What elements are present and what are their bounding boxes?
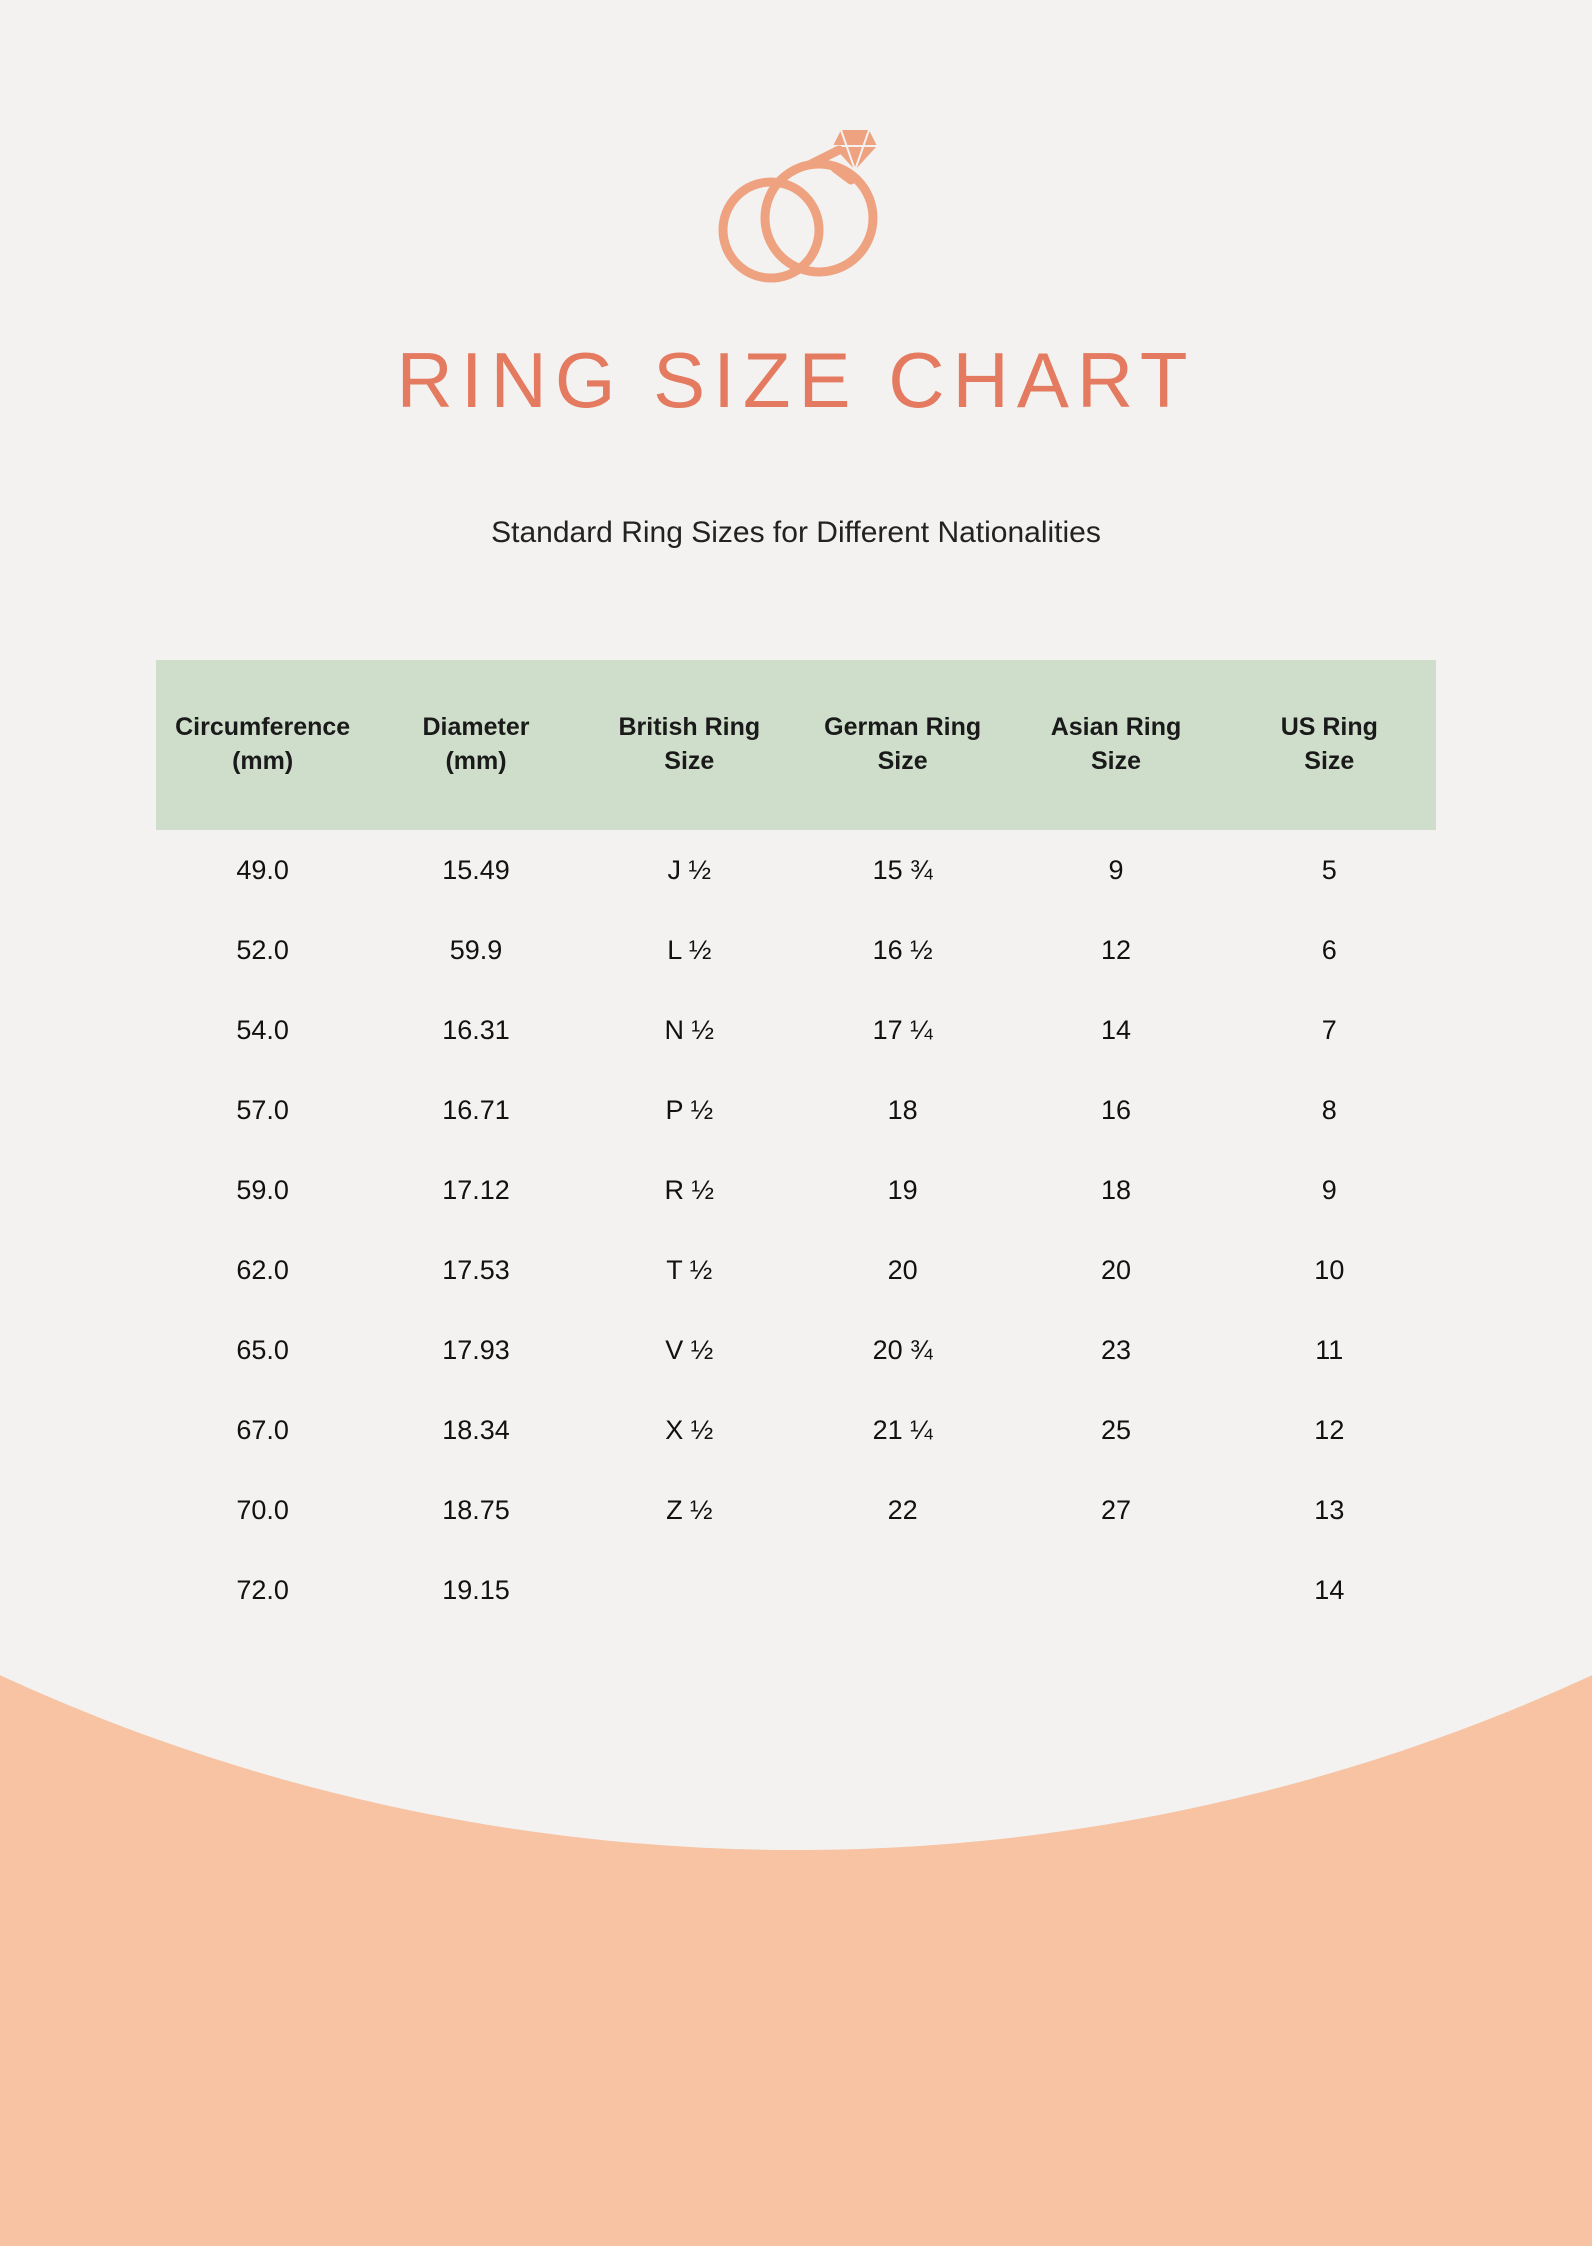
page: RING SIZE CHART Standard Ring Sizes for … [0, 0, 1592, 2246]
table-cell: 18 [1009, 1150, 1222, 1230]
table-cell: 19.15 [369, 1550, 582, 1630]
table-row: 72.019.15 14 [156, 1550, 1436, 1630]
table-cell: 5 [1223, 830, 1436, 910]
table-cell: Z ½ [583, 1470, 796, 1550]
table-cell: L ½ [583, 910, 796, 990]
table-cell: 25 [1009, 1390, 1222, 1470]
table-cell: 27 [1009, 1470, 1222, 1550]
table-cell: 8 [1223, 1070, 1436, 1150]
table-row: 67.018.34X ½21 ¼2512 [156, 1390, 1436, 1470]
page-title: RING SIZE CHART [0, 335, 1592, 426]
table-cell: 59.9 [369, 910, 582, 990]
table-cell: 72.0 [156, 1550, 369, 1630]
table-cell: 18.34 [369, 1390, 582, 1470]
column-header: US RingSize [1223, 660, 1436, 830]
table-row: 57.016.71P ½18168 [156, 1070, 1436, 1150]
table-row: 59.017.12R ½19189 [156, 1150, 1436, 1230]
table-cell: 59.0 [156, 1150, 369, 1230]
column-header: Diameter(mm) [369, 660, 582, 830]
column-header: Circumference(mm) [156, 660, 369, 830]
table-row: 65.017.93V ½20 ¾2311 [156, 1310, 1436, 1390]
table-row: 49.015.49J ½15 ¾95 [156, 830, 1436, 910]
table-cell: 67.0 [156, 1390, 369, 1470]
table-cell: 13 [1223, 1470, 1436, 1550]
table-cell: 20 [1009, 1230, 1222, 1310]
column-header: British RingSize [583, 660, 796, 830]
table-cell: 21 ¼ [796, 1390, 1009, 1470]
table-cell: 57.0 [156, 1070, 369, 1150]
table-cell: 16.31 [369, 990, 582, 1070]
table-cell: 14 [1223, 1550, 1436, 1630]
table-cell [796, 1550, 1009, 1630]
table-cell: 16.71 [369, 1070, 582, 1150]
table-cell: 12 [1223, 1390, 1436, 1470]
table-row: 70.018.75Z ½222713 [156, 1470, 1436, 1550]
page-subtitle: Standard Ring Sizes for Different Nation… [0, 516, 1592, 550]
table-cell: 14 [1009, 990, 1222, 1070]
table-cell: 23 [1009, 1310, 1222, 1390]
rings-icon [701, 120, 891, 295]
table-cell: 49.0 [156, 830, 369, 910]
table-cell: X ½ [583, 1390, 796, 1470]
table-cell: 20 ¾ [796, 1310, 1009, 1390]
table-cell: 62.0 [156, 1230, 369, 1310]
table-body: 49.015.49J ½15 ¾9552.059.9L ½16 ½12654.0… [156, 830, 1436, 1630]
table-cell: 6 [1223, 910, 1436, 990]
size-table: Circumference(mm)Diameter(mm)British Rin… [156, 660, 1436, 1630]
table-cell: 52.0 [156, 910, 369, 990]
table-cell: 7 [1223, 990, 1436, 1070]
table-cell: 70.0 [156, 1470, 369, 1550]
table-cell: 12 [1009, 910, 1222, 990]
table-cell: 16 ½ [796, 910, 1009, 990]
table-cell: 10 [1223, 1230, 1436, 1310]
table-cell: 15 ¾ [796, 830, 1009, 910]
column-header: German RingSize [796, 660, 1009, 830]
table-cell: 18 [796, 1070, 1009, 1150]
header: RING SIZE CHART Standard Ring Sizes for … [0, 0, 1592, 550]
table-cell: 54.0 [156, 990, 369, 1070]
table-header: Circumference(mm)Diameter(mm)British Rin… [156, 660, 1436, 830]
table-cell: R ½ [583, 1150, 796, 1230]
table-cell: T ½ [583, 1230, 796, 1310]
table-cell: 17.93 [369, 1310, 582, 1390]
table-cell: 11 [1223, 1310, 1436, 1390]
table-cell: 16 [1009, 1070, 1222, 1150]
table-cell [1009, 1550, 1222, 1630]
table-cell: J ½ [583, 830, 796, 910]
table-cell: 22 [796, 1470, 1009, 1550]
table-cell: 9 [1223, 1150, 1436, 1230]
table-cell: 17 ¼ [796, 990, 1009, 1070]
column-header: Asian RingSize [1009, 660, 1222, 830]
table-cell: 15.49 [369, 830, 582, 910]
table-cell: 19 [796, 1150, 1009, 1230]
table-cell: 20 [796, 1230, 1009, 1310]
table-cell [583, 1550, 796, 1630]
table-cell: P ½ [583, 1070, 796, 1150]
table-cell: 65.0 [156, 1310, 369, 1390]
table-cell: V ½ [583, 1310, 796, 1390]
table-cell: 9 [1009, 830, 1222, 910]
table-cell: 18.75 [369, 1470, 582, 1550]
table-cell: N ½ [583, 990, 796, 1070]
table-cell: 17.12 [369, 1150, 582, 1230]
table-row: 52.059.9L ½16 ½126 [156, 910, 1436, 990]
table-cell: 17.53 [369, 1230, 582, 1310]
table-row: 62.017.53T ½202010 [156, 1230, 1436, 1310]
table-row: 54.016.31N ½17 ¼147 [156, 990, 1436, 1070]
